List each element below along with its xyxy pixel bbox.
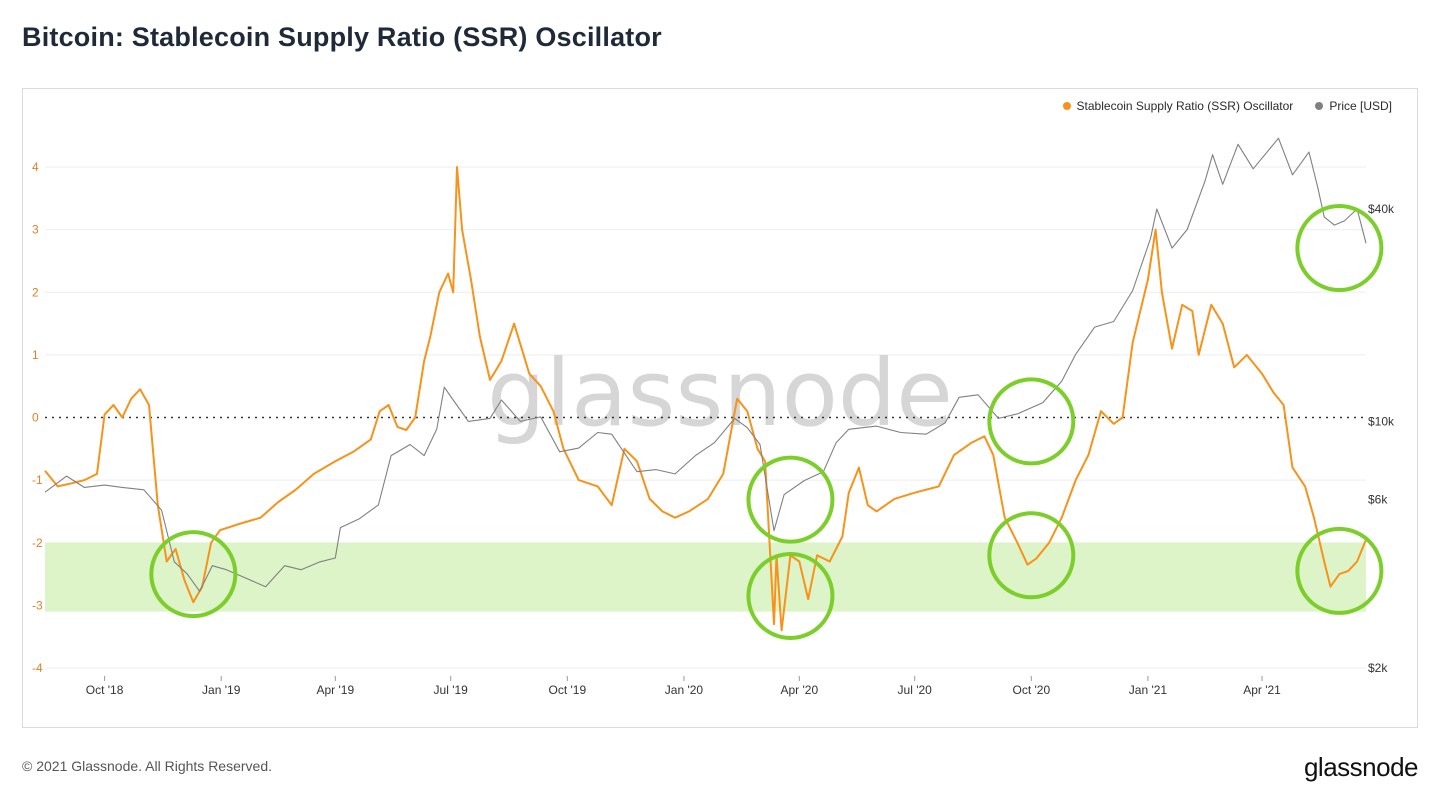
watermark: glassnode: [487, 340, 953, 447]
price-line: [44, 137, 1367, 592]
y-left-tick-label: -2: [32, 536, 43, 550]
legend-price-label: Price [USD]: [1329, 99, 1392, 113]
x-tick-label: Jan '19: [202, 683, 241, 697]
x-tick-label: Apr '19: [316, 683, 354, 697]
highlight-band: [45, 542, 1366, 612]
x-tick-label: Oct '18: [86, 683, 124, 697]
copyright-footer: © 2021 Glassnode. All Rights Reserved.: [22, 758, 273, 774]
x-tick-label: Jul '19: [434, 683, 469, 697]
chart-frame: [22, 88, 1418, 728]
highlight-circle: [1295, 526, 1384, 615]
y-left-tick-label: 4: [32, 160, 39, 174]
y-right-tick-label: $2k: [1368, 661, 1388, 675]
x-tick-label: Jul '20: [898, 683, 933, 697]
highlight-circle: [746, 455, 835, 544]
y-left-tick-label: -3: [32, 598, 43, 612]
y-left-tick-label: 2: [32, 285, 39, 299]
y-left-tick-label: 1: [32, 348, 39, 362]
y-left-tick-label: -4: [32, 661, 43, 675]
x-tick-label: Jan '21: [1129, 683, 1168, 697]
y-left-tick-label: 0: [32, 411, 39, 425]
y-right-tick-label: $40k: [1368, 202, 1395, 216]
legend-ssr-label: Stablecoin Supply Ratio (SSR) Oscillator: [1076, 99, 1294, 113]
glassnode-logo: glassnode: [1303, 752, 1419, 782]
y-left-tick-label: -1: [32, 473, 43, 487]
y-right-tick-label: $6k: [1368, 493, 1388, 507]
highlight-circle: [1295, 204, 1384, 293]
highlight-circle: [746, 551, 835, 640]
x-tick-label: Oct '20: [1012, 683, 1050, 697]
x-tick-label: Apr '21: [1243, 683, 1281, 697]
y-left-tick-label: 3: [32, 223, 39, 237]
x-tick-label: Apr '20: [780, 683, 818, 697]
chart-legend: Stablecoin Supply Ratio (SSR) Oscillator…: [1062, 99, 1392, 113]
highlight-circle: [987, 511, 1076, 600]
highlight-circle: [987, 377, 1076, 466]
legend-price-marker: [1315, 102, 1324, 110]
legend-item-price[interactable]: Price [USD]: [1315, 99, 1392, 113]
ssr-oscillator-line: [44, 166, 1367, 632]
x-tick-label: Jan '20: [665, 683, 704, 697]
legend-item-ssr[interactable]: Stablecoin Supply Ratio (SSR) Oscillator: [1062, 99, 1294, 113]
legend-ssr-marker: [1062, 102, 1071, 110]
highlight-circle: [149, 530, 238, 619]
x-tick-label: Oct '19: [548, 683, 586, 697]
y-right-tick-label: $10k: [1368, 414, 1395, 428]
chart-title: Bitcoin: Stablecoin Supply Ratio (SSR) O…: [22, 22, 662, 52]
